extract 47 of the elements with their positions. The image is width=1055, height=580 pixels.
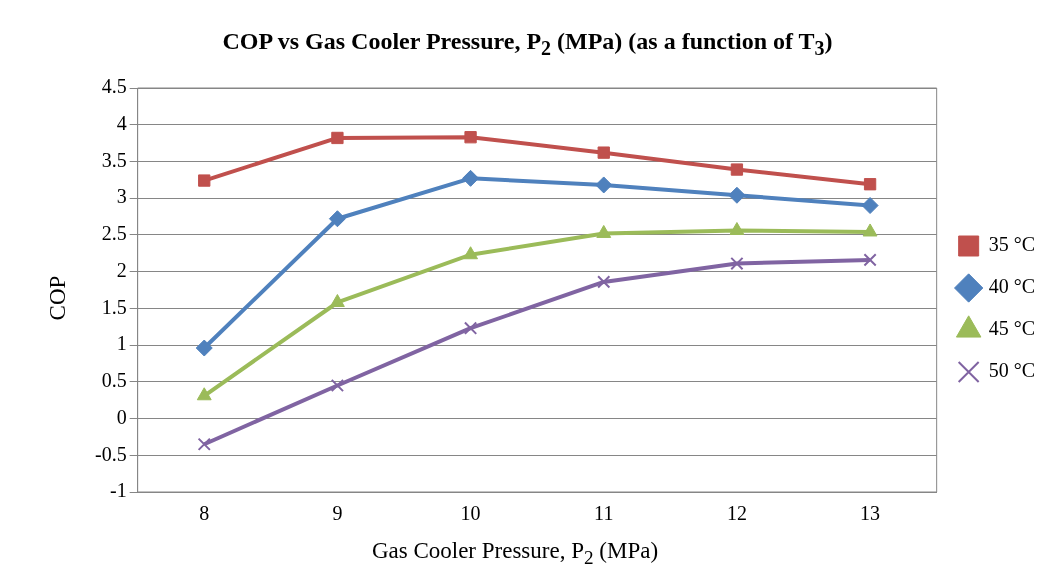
point — [863, 178, 877, 191]
y-tick-label: 4 — [116, 111, 127, 134]
point — [331, 131, 344, 145]
point — [463, 321, 478, 335]
legend-label: 35 °C — [988, 233, 1036, 256]
legend-label: 45 °C — [988, 317, 1036, 340]
point — [328, 210, 346, 228]
point — [728, 186, 746, 204]
y-tick-label: -1 — [109, 479, 127, 502]
point — [197, 437, 211, 451]
point — [863, 253, 877, 267]
x-tick-label: 13 — [860, 502, 881, 525]
y-axis-title: COP — [45, 274, 71, 323]
x-tick-label: 11 — [594, 502, 614, 525]
y-tick-label: 2 — [116, 258, 127, 281]
point — [861, 197, 879, 215]
point — [729, 222, 745, 235]
point — [198, 174, 211, 187]
point — [595, 176, 613, 194]
point — [597, 146, 610, 159]
y-tick-label: 4.5 — [101, 75, 127, 98]
legend-label: 50 °C — [988, 359, 1036, 382]
y-tick-label: 0.5 — [101, 369, 127, 392]
point — [862, 223, 878, 237]
point — [195, 339, 213, 357]
chart-title: COP vs Gas Cooler Pressure, P$_{2}$ (MPa) (as a function of T$_{3}$) — [221, 28, 834, 60]
y-tick-label: 3 — [116, 185, 127, 208]
point — [730, 163, 744, 176]
y-tick-label: 0 — [116, 405, 127, 428]
legend-label: 40 °C — [988, 275, 1036, 298]
x-axis-title: Gas Cooler Pressure, P$_{2}$ (MPa) — [370, 538, 660, 569]
point — [196, 387, 212, 401]
point — [462, 169, 480, 187]
x-tick-label: 9 — [332, 502, 343, 525]
point — [463, 246, 479, 260]
point — [597, 275, 611, 289]
y-tick-label: 1.5 — [101, 295, 127, 318]
point — [464, 131, 477, 144]
point — [730, 256, 744, 271]
x-tick-label: 10 — [460, 502, 481, 525]
y-tick-label: 3.5 — [101, 148, 127, 171]
y-tick-label: 2.5 — [101, 222, 127, 245]
point — [330, 378, 345, 393]
y-tick-label: 1 — [116, 332, 127, 355]
x-tick-label: 8 — [199, 502, 210, 525]
y-tick-label: -0.5 — [94, 442, 127, 465]
x-tick-label: 12 — [726, 502, 747, 525]
